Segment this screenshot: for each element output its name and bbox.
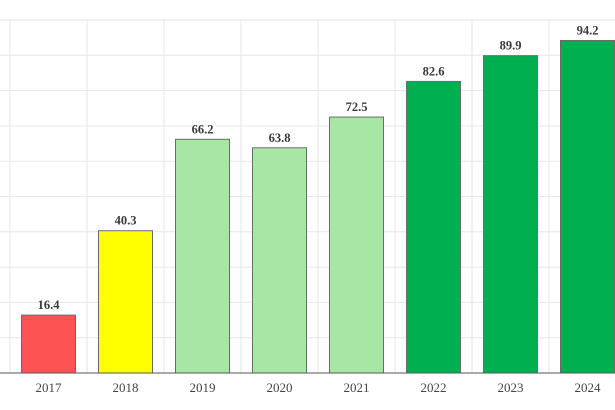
- bar-2022: [406, 80, 461, 374]
- x-tick-label-2022: 2022: [421, 380, 447, 395]
- data-label-2022: 82.6: [423, 64, 445, 78]
- data-label-2017: 16.4: [38, 298, 61, 312]
- data-labels: 16.4 40.3 66.2 63.8 72.5 82.6 89.9 94.2: [38, 23, 599, 312]
- bar-2019: [175, 138, 230, 374]
- x-tick-label-2018: 2018: [113, 380, 139, 395]
- x-tick-label-2017: 2017: [36, 380, 63, 395]
- data-label-2019: 66.2: [192, 122, 214, 136]
- bar-2017: [21, 314, 76, 374]
- data-label-2020: 63.8: [269, 131, 291, 145]
- bar-2021: [329, 116, 384, 374]
- data-label-2018: 40.3: [115, 214, 137, 228]
- x-tick-label-2019: 2019: [190, 380, 216, 395]
- data-label-2021: 72.5: [346, 100, 368, 114]
- x-tick-label-2023: 2023: [498, 380, 524, 395]
- bars: [21, 39, 615, 374]
- x-tick-label-2024: 2024: [575, 380, 602, 395]
- bar-2023: [483, 55, 538, 374]
- data-label-2024: 94.2: [577, 23, 599, 37]
- x-tick-labels: 2017 2018 2019 2020 2021 2022 2023 2024: [36, 380, 602, 395]
- bar-2024: [560, 39, 615, 374]
- bar-2020: [252, 147, 307, 374]
- data-label-2023: 89.9: [500, 39, 522, 53]
- bar-2018: [98, 230, 153, 374]
- x-tick-label-2021: 2021: [344, 380, 370, 395]
- x-tick-label-2020: 2020: [267, 380, 293, 395]
